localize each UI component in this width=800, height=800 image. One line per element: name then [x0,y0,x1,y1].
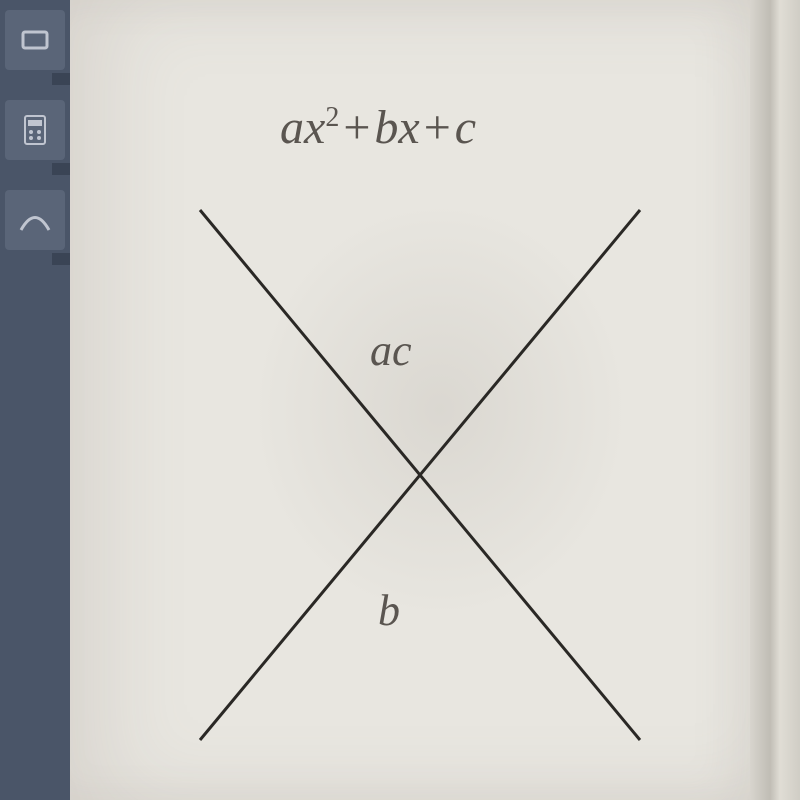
sidebar [0,0,70,360]
plus-1: + [343,101,370,154]
paper-area: ax2+bx+c ac b [70,0,750,800]
calculator-icon [15,110,55,150]
exponent-2: 2 [325,102,339,133]
coef-a: a [280,101,304,154]
coef-b: b [374,101,398,154]
plus-2: + [424,101,451,154]
sidebar-tool-shape[interactable] [5,10,65,70]
label-ac: ac [370,325,412,376]
var-x: x [304,101,325,154]
page-edge [750,0,800,800]
quadratic-equation: ax2+bx+c [280,100,476,155]
curve-icon [15,200,55,240]
var-x2: x [398,101,419,154]
shape-icon [15,20,55,60]
x-method-diagram [160,200,660,760]
sidebar-tool-curve[interactable] [5,190,65,250]
cross-lines [160,200,660,760]
label-b: b [378,585,400,636]
sidebar-tool-calculator[interactable] [5,100,65,160]
coef-c: c [455,101,476,154]
